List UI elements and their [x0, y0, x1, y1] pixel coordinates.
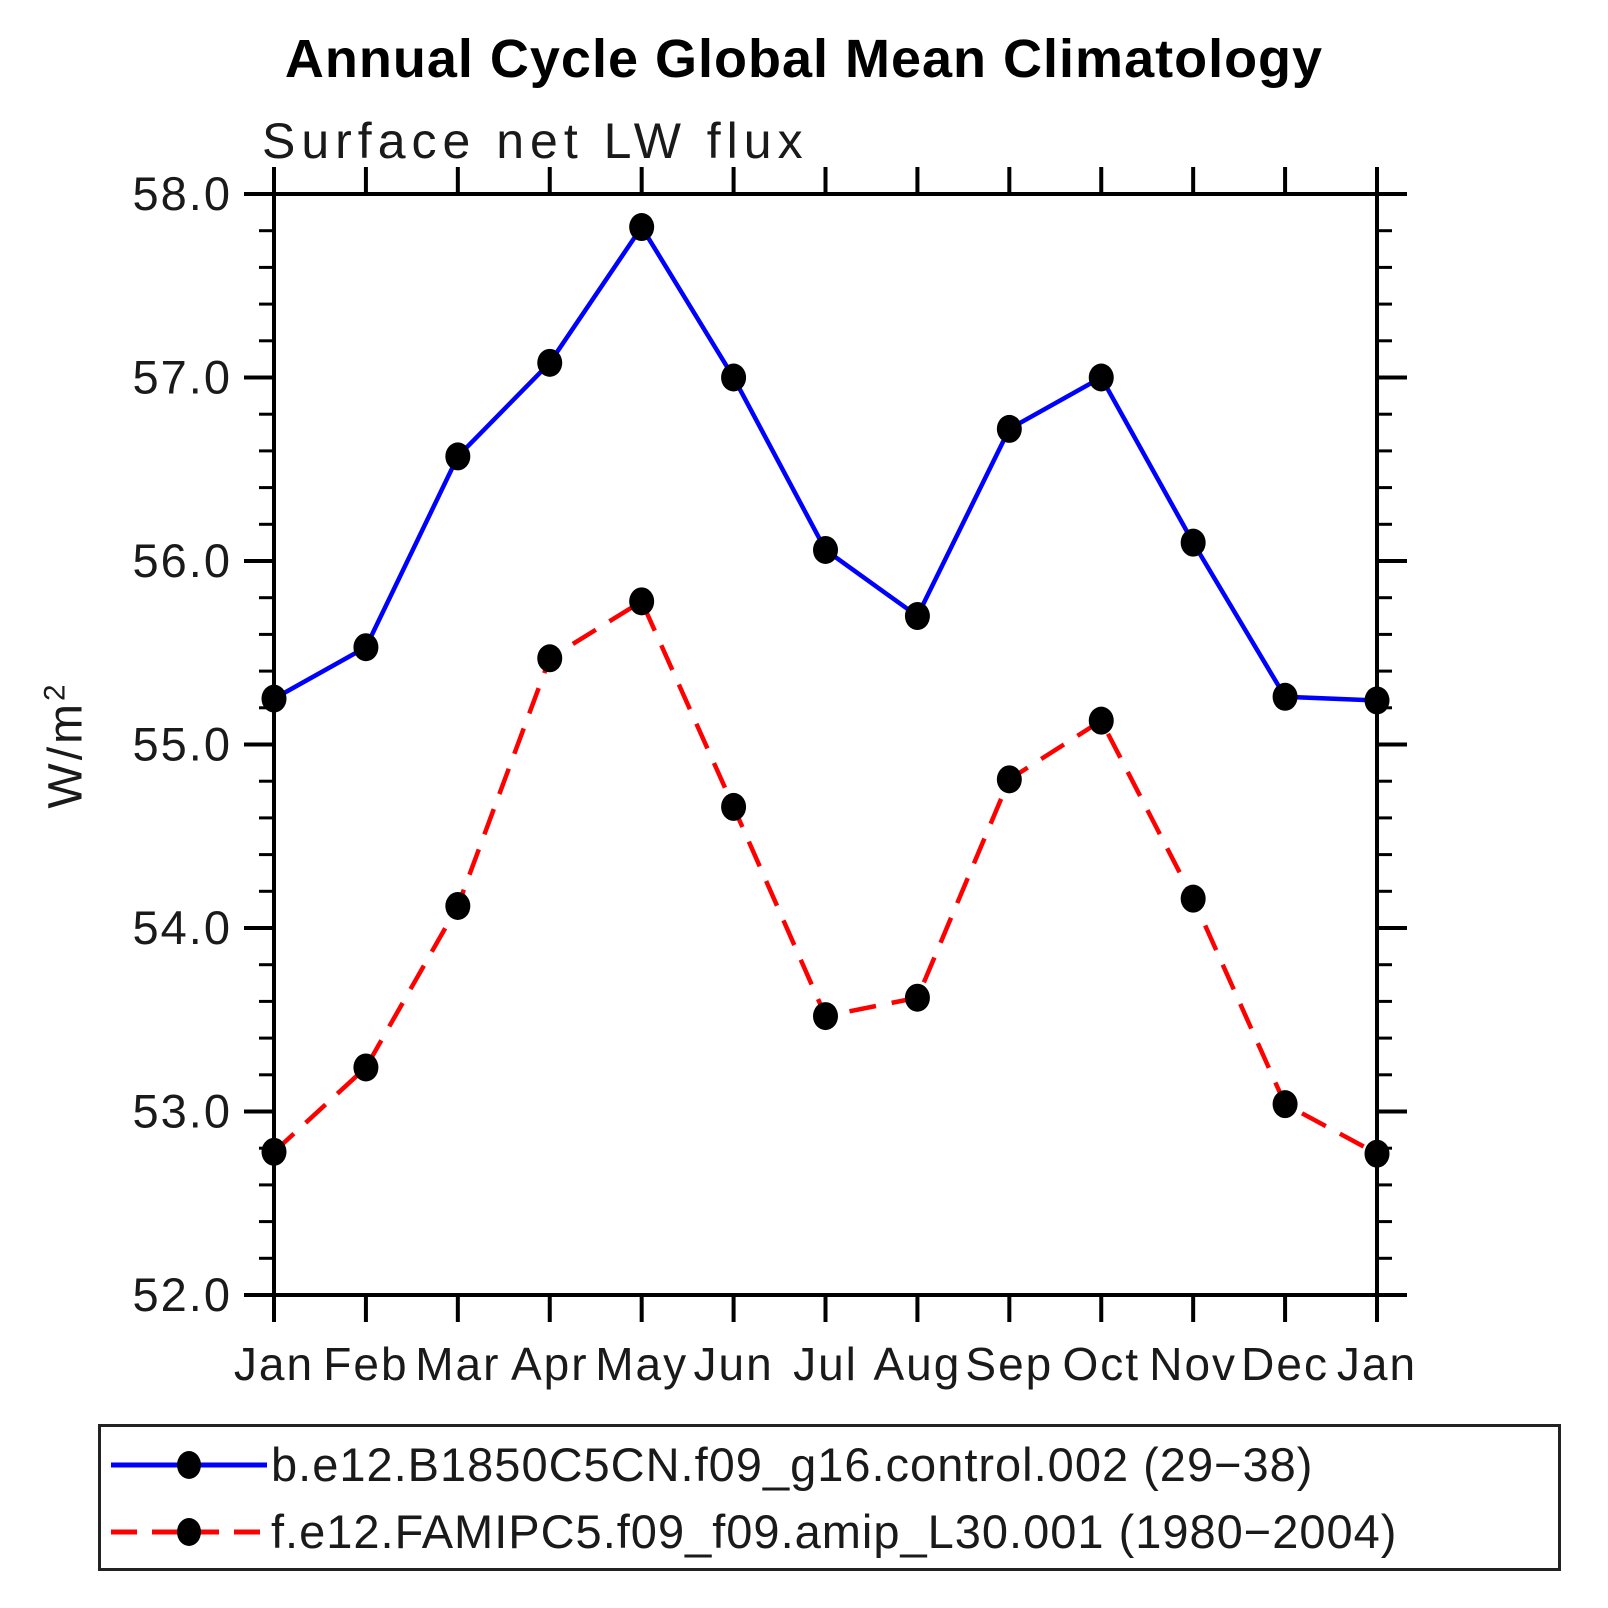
data-point-0-jul [813, 535, 838, 564]
x-tick-label-jan-0: Jan [234, 1338, 314, 1390]
legend-marker-dot [177, 1518, 201, 1546]
data-point-0-jun [721, 363, 747, 392]
x-tick-label-jun-5: Jun [693, 1338, 773, 1390]
data-point-1-jul [813, 1002, 838, 1031]
data-point-0-sep [996, 414, 1022, 443]
axes-frame [248, 168, 1403, 1321]
data-point-1-mar [445, 891, 471, 920]
data-point-0-feb [353, 633, 379, 662]
y-tick-label-54.0: 54.0 [133, 901, 232, 954]
series-path-0 [272, 222, 1378, 703]
x-tick-label-mar-2: Mar [415, 1338, 500, 1390]
data-point-1-jan [261, 1137, 287, 1166]
y-tick-label-58.0: 58.0 [133, 167, 232, 220]
data-point-1-may [629, 587, 655, 616]
x-tick-label-dec-11: Dec [1241, 1338, 1329, 1390]
data-point-1-aug [904, 983, 930, 1012]
series-path-1 [272, 598, 1379, 1156]
y-tick-label-57.0: 57.0 [133, 351, 232, 404]
data-point-0-apr [537, 348, 563, 377]
data-point-1-nov [1180, 884, 1206, 913]
legend-entry-amip: f.e12.FAMIPC5.f09_f09.amip_L30.001 (1980… [109, 1505, 1398, 1558]
data-point-1-apr [537, 644, 563, 673]
data-point-1-jan [1364, 1139, 1390, 1168]
data-point-0-nov [1180, 528, 1206, 557]
y-tick-label-55.0: 55.0 [133, 718, 232, 771]
x-tick-label-nov-10: Nov [1149, 1338, 1237, 1390]
data-point-0-jan [1364, 686, 1390, 715]
series-amip-line [261, 587, 1390, 1168]
legend: b.e12.B1850C5CN.f09_g16.control.002 (29−… [98, 1424, 1561, 1571]
x-tick-label-feb-1: Feb [323, 1338, 408, 1390]
x-axis-ticks-and-labels: Jan Feb Mar Apr May Jun Jul Aug Sep Oct Nov Dec Jan [234, 167, 1417, 1390]
data-point-1-feb [353, 1053, 379, 1082]
chart-subtitle: Surface net LW flux [262, 113, 809, 169]
legend-marker-dot [177, 1451, 201, 1479]
legend-label-amip: f.e12.FAMIPC5.f09_f09.amip_L30.001 (1980… [271, 1505, 1398, 1558]
x-tick-label-apr-3: Apr [511, 1338, 589, 1390]
data-point-0-oct [1088, 363, 1114, 392]
legend-label-control: b.e12.B1850C5CN.f09_g16.control.002 (29−… [271, 1438, 1314, 1491]
data-point-0-aug [904, 602, 930, 631]
y-tick-label-52.0: 52.0 [133, 1268, 232, 1321]
chart-title: Annual Cycle Global Mean Climatology [284, 29, 1324, 89]
x-tick-label-may-4: May [595, 1338, 688, 1390]
data-point-1-sep [996, 765, 1022, 794]
x-tick-label-sep-8: Sep [965, 1338, 1053, 1390]
y-tick-label-56.0: 56.0 [133, 534, 232, 587]
data-point-0-jan [261, 684, 287, 713]
y-axis-ticks-and-labels: 52.0 53.0 54.0 55.0 56.0 57.0 58.0 [133, 167, 1407, 1321]
data-point-0-may [629, 213, 655, 242]
legend-swatch-solid-blue-line [111, 1451, 267, 1479]
series-control-line [261, 213, 1390, 715]
legend-swatch-dashed-red-line [111, 1518, 267, 1546]
y-tick-label-53.0: 53.0 [133, 1085, 232, 1138]
x-tick-label-oct-9: Oct [1062, 1338, 1140, 1390]
x-tick-label-jan-12: Jan [1337, 1338, 1417, 1390]
x-tick-label-jul-6: Jul [793, 1338, 858, 1390]
legend-entry-control: b.e12.B1850C5CN.f09_g16.control.002 (29−… [109, 1438, 1314, 1491]
data-point-1-oct [1088, 706, 1114, 735]
data-point-1-jun [721, 792, 747, 821]
data-point-1-dec [1272, 1090, 1298, 1119]
x-tick-label-aug-7: Aug [873, 1338, 961, 1390]
data-point-0-dec [1272, 682, 1298, 711]
data-point-0-mar [445, 442, 471, 471]
